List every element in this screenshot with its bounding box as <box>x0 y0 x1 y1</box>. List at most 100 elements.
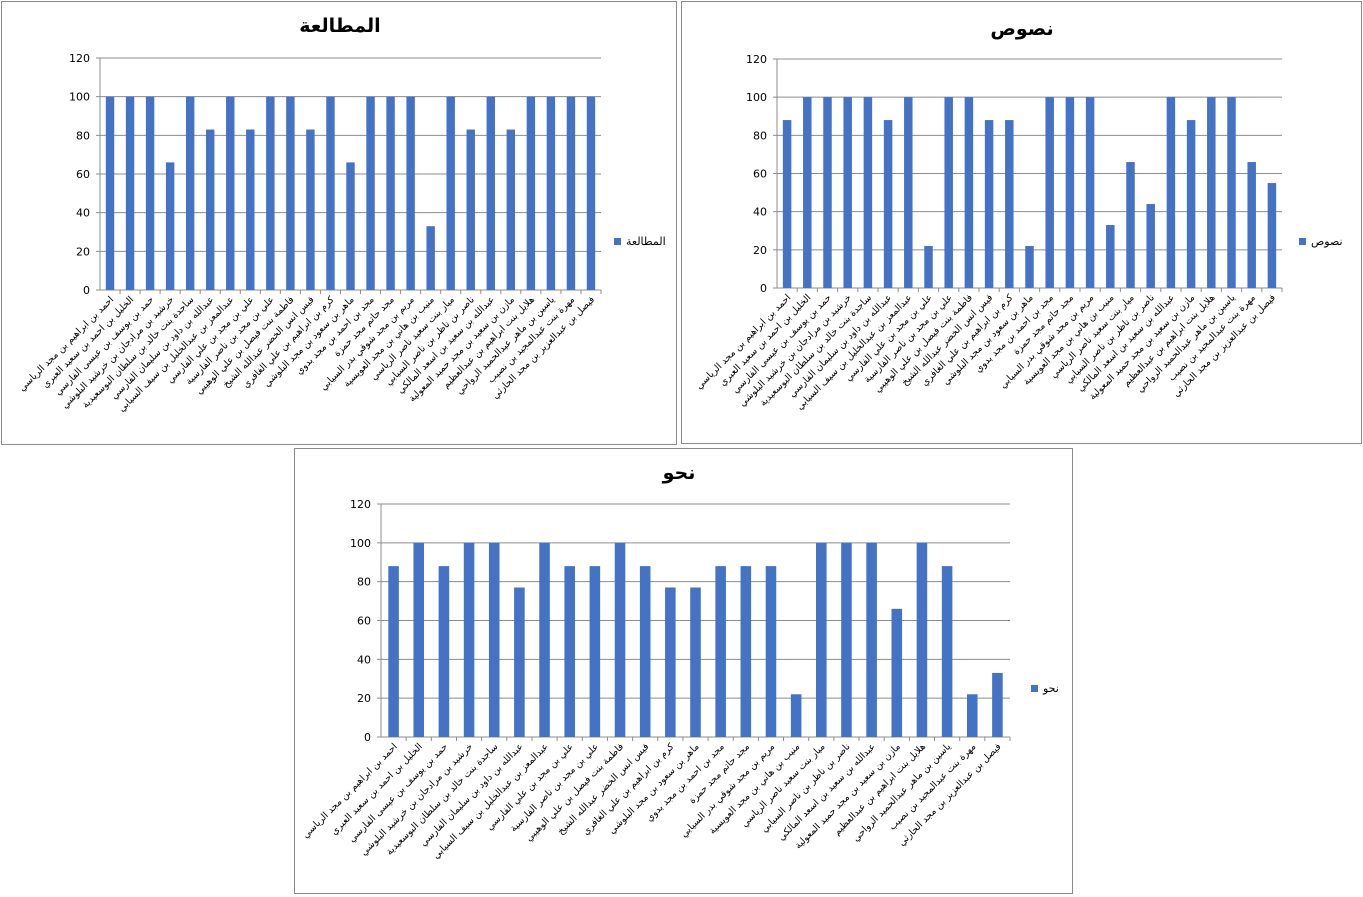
bar <box>566 96 576 291</box>
bar <box>715 566 726 737</box>
y-tick-label: 20 <box>753 244 767 257</box>
legend-swatch <box>614 238 621 245</box>
bar <box>1166 97 1176 289</box>
y-tick-label: 20 <box>357 692 371 705</box>
bar <box>564 566 575 737</box>
bar <box>1186 120 1196 288</box>
bar <box>346 162 355 290</box>
bar <box>145 96 155 291</box>
bar <box>964 97 974 289</box>
bar <box>803 97 812 289</box>
bar <box>944 97 953 289</box>
bar <box>740 566 752 737</box>
bar <box>984 120 994 288</box>
bar <box>614 542 626 737</box>
bar <box>863 97 873 289</box>
bar <box>992 672 1003 737</box>
bar <box>1146 204 1155 288</box>
bar <box>486 96 495 291</box>
bar <box>386 96 395 291</box>
y-tick-label: 100 <box>69 91 90 104</box>
bar <box>165 162 175 290</box>
chart-title: المطالعة <box>299 15 380 37</box>
bar <box>883 120 893 288</box>
bar <box>841 542 852 737</box>
bar <box>246 129 255 290</box>
y-tick-label: 80 <box>357 576 371 589</box>
bar <box>206 129 215 290</box>
bar <box>506 129 516 290</box>
bar <box>665 587 676 737</box>
bar <box>526 96 536 291</box>
bar <box>1005 120 1014 288</box>
bar <box>514 587 525 737</box>
chart-title: نحو <box>662 462 696 484</box>
legend-label: نصوص <box>1311 235 1343 248</box>
bar <box>366 96 375 291</box>
bar <box>463 542 475 737</box>
bar <box>782 120 792 288</box>
bar <box>1227 97 1236 289</box>
bar <box>438 566 450 737</box>
bar <box>426 226 435 290</box>
y-tick-label: 40 <box>357 653 371 666</box>
bar <box>1106 225 1115 288</box>
y-tick-label: 60 <box>357 615 371 628</box>
bar <box>966 694 978 737</box>
bar <box>866 542 877 737</box>
bar <box>546 96 556 291</box>
bar <box>1247 162 1256 288</box>
bar <box>105 96 115 291</box>
y-tick-label: 120 <box>69 52 90 65</box>
bar <box>466 129 475 290</box>
bar <box>823 97 832 289</box>
bar <box>904 97 913 289</box>
chart-panel-nusus: نصوص 0 20 40 60 80 100 120 احمد بن ابراهيم بن مج… <box>681 1 1362 444</box>
bar <box>891 608 903 737</box>
bar <box>1207 97 1216 289</box>
bar <box>413 542 425 737</box>
bar <box>843 97 852 289</box>
chart-panel-mutalaa: المطالعة 0 20 40 60 80 100 120 احمد بن ابراهيم ب… <box>1 1 677 445</box>
bar <box>924 246 933 288</box>
y-tick-label: 0 <box>364 731 371 744</box>
bar <box>916 542 928 737</box>
bar <box>306 129 315 290</box>
bar <box>816 542 827 737</box>
bar <box>1085 97 1095 289</box>
legend-swatch <box>1031 685 1038 692</box>
bar <box>1065 97 1075 289</box>
y-tick-label: 100 <box>746 91 767 104</box>
bar <box>1045 97 1054 289</box>
bar <box>185 96 195 291</box>
y-tick-label: 60 <box>76 168 90 181</box>
y-tick-label: 100 <box>350 537 371 550</box>
bar <box>690 587 701 737</box>
y-tick-label: 80 <box>753 129 767 142</box>
y-tick-label: 0 <box>83 284 90 297</box>
bar <box>1267 183 1277 288</box>
bar <box>790 694 802 737</box>
y-tick-label: 40 <box>753 206 767 219</box>
bar <box>639 566 651 737</box>
bar <box>765 566 777 737</box>
bar <box>1025 246 1034 288</box>
bar <box>488 542 500 737</box>
bar <box>446 96 455 291</box>
y-tick-label: 40 <box>76 207 90 220</box>
bar <box>586 96 596 291</box>
chart-title: نصوص <box>990 18 1053 40</box>
y-tick-label: 20 <box>76 245 90 258</box>
bar <box>226 96 235 291</box>
y-tick-label: 120 <box>350 498 371 511</box>
bar <box>125 96 135 291</box>
legend-label: المطالعة <box>626 235 666 248</box>
bar <box>589 566 601 737</box>
bar <box>266 96 275 291</box>
bar <box>388 566 399 737</box>
bar <box>406 96 415 291</box>
bar <box>286 96 295 291</box>
bar <box>941 566 953 737</box>
bar <box>1126 162 1135 288</box>
